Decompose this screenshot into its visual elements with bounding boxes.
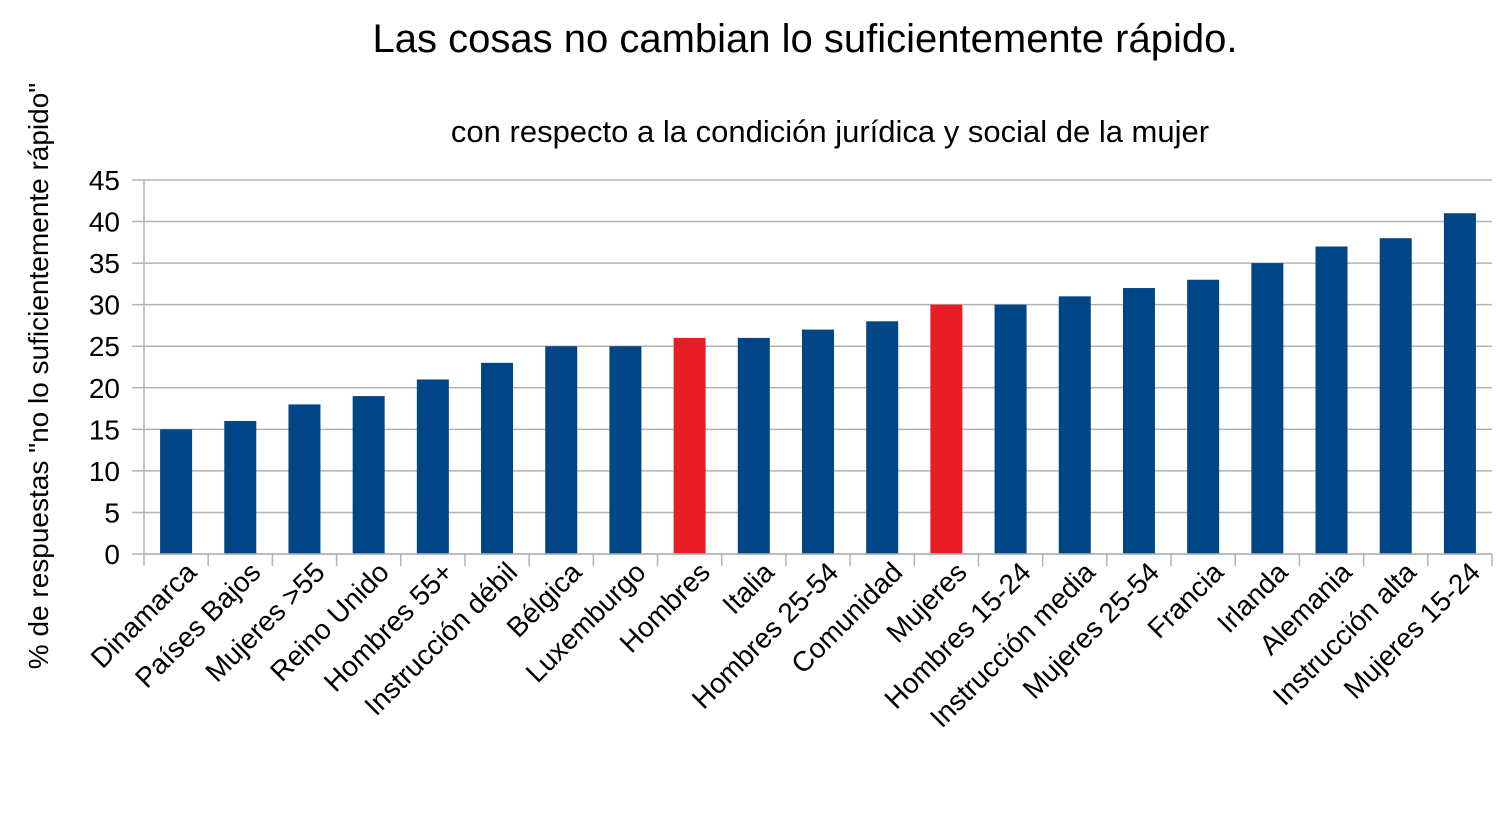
y-tick-5: 5 bbox=[104, 497, 120, 528]
y-tick-15: 15 bbox=[89, 414, 120, 445]
y-tick-35: 35 bbox=[89, 248, 120, 279]
bars bbox=[160, 213, 1476, 554]
y-tick-40: 40 bbox=[89, 207, 120, 238]
bar-mujeres-15-24 bbox=[1443, 213, 1476, 554]
bar-instrucci-n-d-bil bbox=[481, 362, 514, 554]
chart-subtitle: con respecto a la condición jurídica y s… bbox=[451, 114, 1209, 149]
y-axis-label: % de respuestas "no lo suficientemente r… bbox=[23, 83, 54, 669]
bar-dinamarca bbox=[160, 429, 193, 554]
y-tick-25: 25 bbox=[89, 331, 120, 362]
bar-comunidad bbox=[866, 321, 899, 554]
bar-francia bbox=[1187, 279, 1220, 554]
bar-mujeres-25-54 bbox=[1122, 288, 1155, 554]
bar-mujeres-55 bbox=[288, 404, 321, 554]
y-tick-45: 45 bbox=[89, 165, 120, 196]
y-tick-0: 0 bbox=[104, 539, 120, 570]
bar-reino-unido bbox=[352, 396, 385, 554]
bar-b-lgica bbox=[545, 346, 578, 554]
bar-luxemburgo bbox=[609, 346, 642, 554]
bar-instrucci-n-media bbox=[1058, 296, 1091, 554]
bar-mujeres bbox=[930, 304, 963, 554]
bar-alemania bbox=[1315, 246, 1348, 554]
chart-title: Las cosas no cambian lo suficientemente … bbox=[373, 17, 1238, 61]
y-tick-10: 10 bbox=[89, 456, 120, 487]
bar-hombres-25-54 bbox=[802, 329, 834, 554]
bar-instrucci-n-alta bbox=[1379, 238, 1412, 554]
bar-irlanda bbox=[1251, 263, 1284, 554]
y-tick-labels: 0 5 10 15 20 25 30 35 40 45 bbox=[89, 165, 120, 570]
bar-hombres bbox=[673, 337, 706, 554]
bar-pa-ses-bajos bbox=[224, 421, 257, 554]
bar-italia bbox=[737, 337, 770, 554]
bar-hombres-55- bbox=[416, 379, 449, 554]
y-tick-30: 30 bbox=[89, 290, 120, 321]
bar-hombres-15-24 bbox=[994, 304, 1027, 554]
y-tick-20: 20 bbox=[89, 373, 120, 404]
axes bbox=[143, 180, 1493, 566]
